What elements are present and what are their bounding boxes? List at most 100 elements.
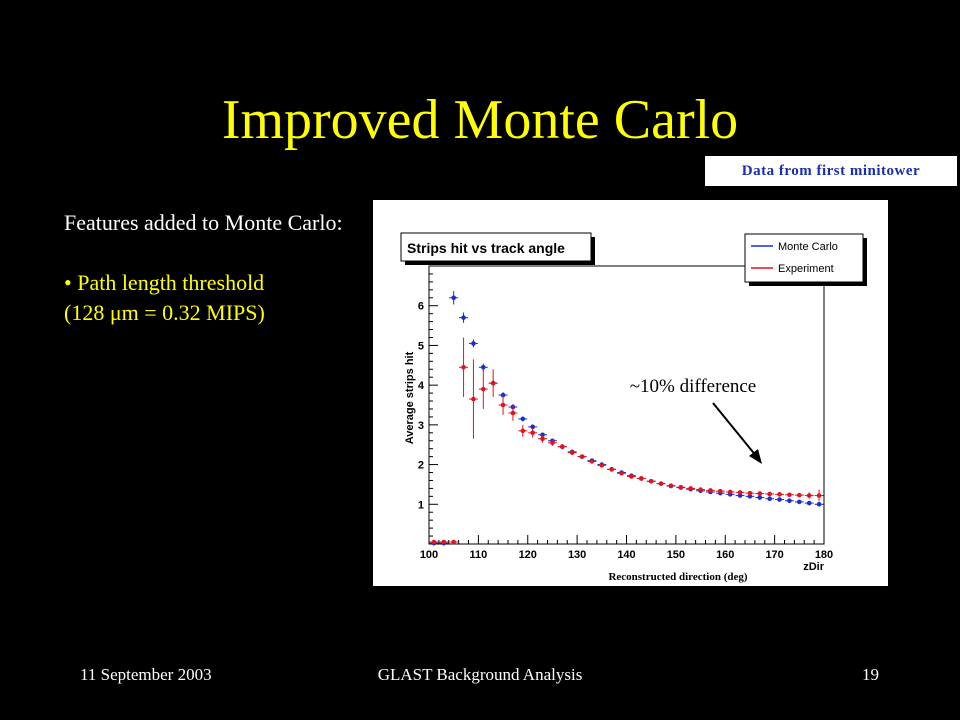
x-tick-label: 180: [815, 549, 833, 561]
mc-point: [530, 424, 535, 430]
features-heading: Features added to Monte Carlo:: [64, 210, 343, 235]
mc-point: [451, 295, 456, 301]
y-tick-label: 1: [418, 499, 424, 511]
footer-date: 11 September 2003: [80, 665, 212, 684]
legend-shadow: [863, 238, 867, 286]
y-tick-label: 3: [418, 420, 424, 432]
chart-title: Strips hit vs track angle: [407, 240, 565, 256]
bullet-marker: •: [64, 270, 72, 295]
mc-point: [787, 498, 792, 504]
mc-point: [461, 315, 466, 320]
exp-point: [668, 483, 674, 488]
exp-point: [619, 471, 624, 476]
footer-presentation-title: GLAST Background Analysis: [377, 665, 583, 684]
chart-title-shadow-bottom: [405, 261, 595, 265]
exp-point: [579, 454, 585, 459]
y-tick-label: 5: [418, 340, 424, 352]
exp-point: [698, 487, 703, 492]
exp-point: [737, 490, 743, 495]
exp-point: [767, 491, 772, 497]
exp-point: [540, 436, 545, 442]
exp-point: [757, 491, 763, 496]
data-source-note: Data from first minitower: [705, 156, 957, 186]
mc-point: [767, 496, 772, 502]
exp-point: [441, 539, 447, 545]
exp-point: [451, 539, 456, 545]
exp-point: [648, 478, 654, 484]
mc-point: [806, 500, 812, 506]
exp-point: [639, 476, 644, 481]
exp-point: [589, 459, 595, 464]
y-tick-label: 4: [418, 380, 425, 392]
x-tick-label: 120: [519, 549, 537, 561]
mc-point: [540, 432, 545, 438]
mc-point: [816, 501, 822, 507]
x-tick-label: 160: [716, 549, 734, 561]
exp-point: [747, 490, 753, 496]
data-marks-group: [429, 291, 824, 546]
exp-point: [629, 474, 634, 479]
chart-title-shadow: [591, 237, 595, 265]
strips-vs-angle-chart: 100 110 120 130 140 150 160 170 180 1 2 3 4 5 6 Strips…: [400, 232, 867, 583]
exp-point: [797, 492, 802, 498]
mc-point: [777, 497, 782, 502]
legend-exp-label: Experiment: [778, 263, 834, 275]
exp-point: [510, 410, 516, 416]
exp-point: [490, 380, 496, 386]
x-tick-label: 170: [765, 549, 783, 561]
mc-point: [797, 499, 802, 505]
legend-box: [744, 233, 864, 283]
x-tick-label: 100: [420, 549, 438, 561]
exp-point: [431, 539, 437, 545]
exp-point: [481, 386, 486, 392]
exp-point: [520, 428, 526, 434]
x-tick-label: 130: [568, 549, 586, 561]
features-text-block: Features added to Monte Carlo: • Path le…: [64, 208, 344, 328]
exp-point: [569, 450, 575, 455]
exp-point: [530, 430, 535, 436]
legend-shadow-bottom: [749, 282, 867, 286]
mc-point: [481, 364, 486, 370]
exp-point: [658, 481, 664, 486]
exp-point: [708, 488, 713, 493]
exp-point: [777, 492, 782, 497]
exp-point: [678, 484, 684, 490]
x-tick-label: 110: [470, 549, 488, 561]
x-axis-label: Reconstructed direction (deg): [608, 571, 747, 583]
plot-frame: [428, 265, 825, 545]
axes-group: 100 110 120 130 140 150 160 170 180 1 2 3 4 5 6: [418, 273, 833, 561]
annotation-arrow-line: [712, 402, 758, 458]
y-tick-label: 6: [418, 301, 424, 313]
bullet-line-2: (128 μm = 0.32 MIPS): [64, 300, 265, 325]
exp-point: [806, 493, 812, 498]
exp-point: [461, 364, 466, 370]
exp-point: [599, 463, 605, 468]
exp-point: [718, 488, 723, 494]
mc-point: [737, 493, 743, 498]
mc-point: [500, 392, 506, 398]
exp-point: [688, 486, 693, 491]
difference-annotation: ~10% difference: [630, 376, 757, 397]
mc-point: [747, 494, 753, 499]
legend-mc-label: Monte Carlo: [778, 241, 838, 253]
footer-page-number: 19: [862, 665, 879, 684]
exp-point: [727, 489, 733, 495]
exp-point: [550, 440, 555, 446]
exp-point: [787, 492, 792, 498]
exp-point: [560, 444, 565, 449]
mc-point: [520, 416, 526, 422]
x-axis-name: zDir: [803, 561, 825, 573]
bullet-path-length: • Path length threshold (128 μm = 0.32 M…: [64, 268, 344, 328]
x-tick-label: 150: [667, 549, 685, 561]
exp-point: [816, 493, 822, 498]
bullet-line-1: Path length threshold: [77, 270, 265, 295]
plot-panel: 100 110 120 130 140 150 160 170 180 1 2 3 4 5 6 Strips…: [373, 200, 888, 586]
y-tick-label: 2: [418, 460, 424, 472]
annotation-arrowhead: [749, 449, 762, 464]
y-axis-label: Average strips hit: [404, 351, 416, 444]
mc-point: [757, 495, 763, 500]
mc-point: [471, 341, 476, 346]
x-tick-label: 140: [617, 549, 635, 561]
exp-point: [500, 402, 506, 408]
exp-point: [609, 467, 614, 472]
